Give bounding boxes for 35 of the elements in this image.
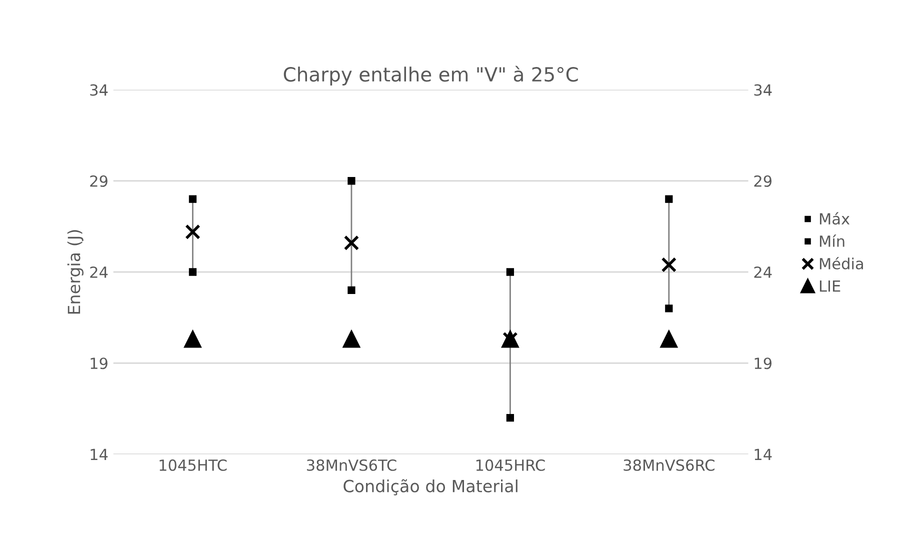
point bbox=[344, 235, 360, 250]
point bbox=[661, 257, 677, 272]
y-tick-label: 29 bbox=[90, 175, 108, 187]
point bbox=[343, 331, 360, 348]
x-tick-label: 38MnVS6TC bbox=[306, 459, 396, 471]
x-axis-title: Condição do Material bbox=[344, 479, 518, 496]
y-axis-title: Energia (J) bbox=[67, 230, 84, 314]
point bbox=[660, 331, 678, 348]
point bbox=[665, 304, 673, 312]
point bbox=[348, 286, 356, 294]
y-tick-label: 19 bbox=[90, 358, 108, 370]
point bbox=[188, 195, 197, 203]
chart-title: Charpy entalhe em "V" à 25°C bbox=[284, 66, 578, 86]
point bbox=[185, 224, 200, 240]
x-tick-label: 1045HRC bbox=[476, 459, 545, 471]
y2-tick-label: 34 bbox=[754, 84, 772, 96]
y2-tick-label: 29 bbox=[754, 175, 772, 187]
point bbox=[184, 331, 202, 348]
y2-tick-label: 24 bbox=[754, 266, 772, 278]
point bbox=[665, 195, 673, 203]
point bbox=[506, 268, 514, 276]
point bbox=[348, 177, 356, 185]
legend-label: LIE bbox=[820, 280, 840, 292]
y2-tick-label: 19 bbox=[754, 358, 772, 370]
y-tick-label: 24 bbox=[90, 266, 108, 278]
point bbox=[506, 414, 514, 422]
legend-label: Média bbox=[820, 256, 863, 270]
y-tick-label: 34 bbox=[90, 84, 108, 96]
y-tick-label: 14 bbox=[90, 448, 108, 460]
legend-label: Mín bbox=[820, 234, 844, 247]
y2-tick-label: 14 bbox=[754, 448, 772, 460]
x-tick-label: 1045HTC bbox=[160, 459, 227, 471]
x-tick-label: 38MnVS6RC bbox=[624, 459, 714, 471]
legend-label: Máx bbox=[820, 212, 850, 225]
point bbox=[188, 268, 197, 276]
